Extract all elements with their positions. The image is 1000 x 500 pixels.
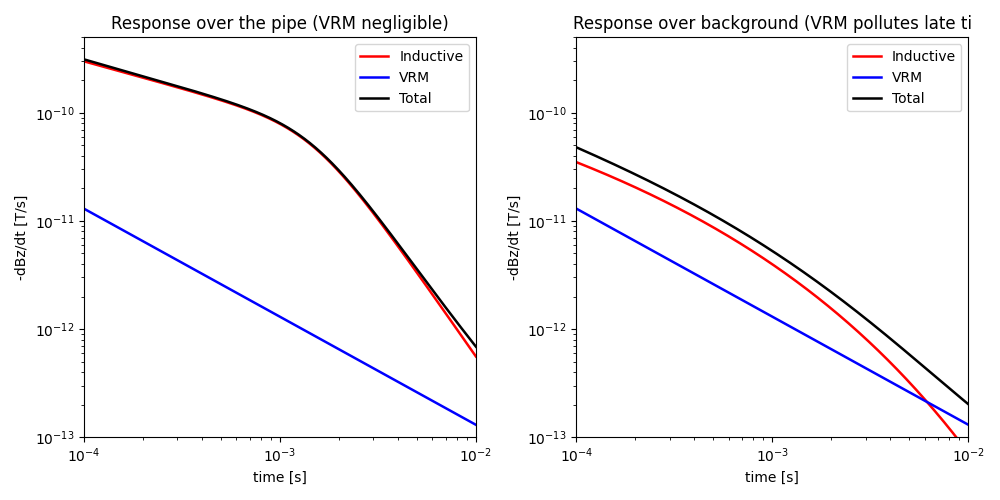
Y-axis label: -dBz/dt [T/s]: -dBz/dt [T/s] bbox=[15, 194, 29, 280]
Title: Response over background (VRM pollutes late ti: Response over background (VRM pollutes l… bbox=[573, 15, 972, 33]
Legend: Inductive, VRM, Total: Inductive, VRM, Total bbox=[355, 44, 469, 112]
X-axis label: time [s]: time [s] bbox=[745, 471, 799, 485]
Y-axis label: -dBz/dt [T/s]: -dBz/dt [T/s] bbox=[507, 194, 521, 280]
X-axis label: time [s]: time [s] bbox=[253, 471, 307, 485]
Legend: Inductive, VRM, Total: Inductive, VRM, Total bbox=[847, 44, 961, 112]
Title: Response over the pipe (VRM negligible): Response over the pipe (VRM negligible) bbox=[111, 15, 449, 33]
